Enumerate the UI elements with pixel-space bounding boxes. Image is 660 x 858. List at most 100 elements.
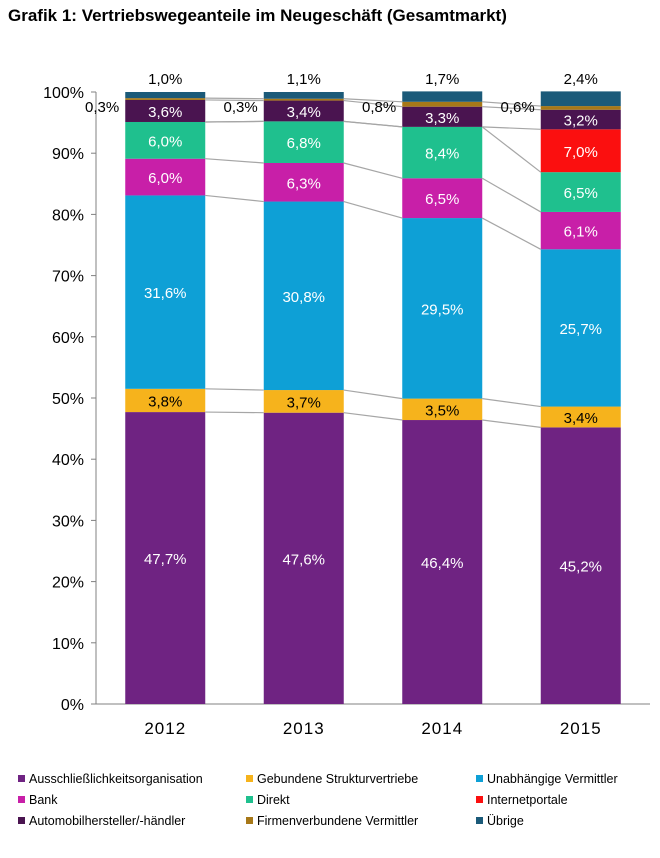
- bar-segment: [125, 98, 206, 100]
- legend-item: Bank: [18, 793, 58, 807]
- legend-label: Internetportale: [487, 793, 568, 807]
- y-tick-label: 30%: [52, 513, 84, 530]
- legend-item: Gebundene Strukturvertriebe: [246, 772, 418, 786]
- data-label: 0,6%: [501, 99, 535, 116]
- data-label: 1,7%: [425, 71, 459, 88]
- bar-segment: [263, 390, 344, 413]
- legend-swatch: [476, 796, 483, 803]
- connector-line: [343, 200, 403, 219]
- bar-segment: [263, 98, 344, 101]
- bar-segment: [402, 91, 483, 102]
- data-label: 0,8%: [362, 99, 396, 116]
- legend-item: Internetportale: [476, 793, 568, 807]
- legend-swatch: [246, 817, 253, 824]
- bar-segment: [263, 100, 344, 122]
- data-label: 6,0%: [148, 170, 182, 187]
- data-label: 8,4%: [425, 146, 459, 163]
- legend-label: Direkt: [257, 793, 290, 807]
- bar-segment: [402, 178, 483, 219]
- connector-line: [343, 99, 403, 108]
- bar-segment: [402, 420, 483, 704]
- bar-segment: [125, 92, 206, 99]
- connector-line: [205, 99, 264, 102]
- bar-segment: [540, 172, 621, 212]
- connector-line: [482, 126, 541, 130]
- y-tick-label: 50%: [52, 391, 84, 408]
- bar-segment: [402, 218, 483, 399]
- bar-segment: [125, 121, 206, 159]
- connector-line: [481, 217, 542, 250]
- x-tick-label: 2014: [421, 719, 463, 738]
- data-label: 1,0%: [148, 71, 182, 88]
- bar-segment: [263, 92, 344, 99]
- data-label: 3,4%: [564, 410, 598, 427]
- chart-title: Grafik 1: Vertriebswegeanteile im Neuges…: [8, 6, 507, 25]
- y-tick-label: 40%: [52, 452, 84, 469]
- data-label: 3,2%: [564, 113, 598, 130]
- data-label: 3,8%: [148, 393, 182, 410]
- connector-line: [205, 388, 264, 391]
- bar-segment: [125, 195, 206, 389]
- y-tick-label: 100%: [43, 85, 84, 102]
- bar-segment: [125, 412, 206, 704]
- data-label: 3,6%: [148, 104, 182, 121]
- connector-line: [482, 398, 541, 408]
- data-label: 6,0%: [148, 133, 182, 150]
- legend-item: Firmenverbundene Vermittler: [246, 814, 418, 828]
- bar-segment: [540, 91, 621, 107]
- legend-swatch: [18, 775, 25, 782]
- legend-swatch: [18, 817, 25, 824]
- connector-line: [482, 106, 541, 111]
- data-label: 0,3%: [85, 99, 119, 116]
- legend-label: Unabhängige Vermittler: [487, 772, 618, 786]
- connector-line: [343, 412, 403, 421]
- legend-label: Gebundene Strukturvertriebe: [257, 772, 419, 786]
- x-tick-label: 2013: [283, 719, 325, 738]
- connector-line: [343, 98, 403, 103]
- data-label: 7,0%: [564, 144, 598, 161]
- y-tick-label: 0%: [61, 697, 84, 714]
- y-tick-label: 60%: [52, 330, 84, 347]
- connector-line: [481, 126, 542, 173]
- data-label: 25,7%: [559, 321, 602, 338]
- legend-label: Automobilhersteller/-händler: [29, 814, 186, 828]
- data-label: 29,5%: [421, 301, 464, 318]
- connector-line: [481, 177, 542, 213]
- connector-line: [205, 120, 264, 123]
- connector-line: [205, 158, 264, 164]
- data-label: 45,2%: [559, 559, 602, 576]
- legend-label: Übrige: [487, 814, 524, 828]
- legend-label: Firmenverbundene Vermittler: [257, 814, 419, 828]
- bar-segment: [125, 158, 206, 196]
- bar-segment: [402, 398, 483, 421]
- y-tick-label: 10%: [52, 636, 84, 653]
- legend-item: Direkt: [246, 793, 290, 807]
- bar-segment: [402, 106, 483, 127]
- bar-segment: [402, 101, 483, 107]
- bar-segment: [263, 162, 344, 202]
- data-label: 46,4%: [421, 555, 464, 572]
- bar-segment: [263, 201, 344, 391]
- bar-segment: [402, 126, 483, 179]
- bar-segment: [540, 249, 621, 407]
- bar-segment: [540, 106, 621, 110]
- legend-item: Ausschließlichkeitsorganisation: [18, 772, 203, 786]
- data-label: 3,7%: [287, 394, 321, 411]
- data-label: 0,3%: [224, 99, 258, 116]
- bar-segment: [540, 406, 621, 428]
- bar-segment: [125, 388, 206, 413]
- x-tick-label: 2015: [560, 719, 602, 738]
- y-tick-label: 70%: [52, 269, 84, 286]
- data-label: 2,4%: [564, 71, 598, 88]
- connector-line: [482, 419, 541, 428]
- data-label: 6,5%: [564, 185, 598, 202]
- data-label: 6,5%: [425, 191, 459, 208]
- data-label: 30,8%: [282, 289, 325, 306]
- data-label: 6,1%: [564, 224, 598, 241]
- legend-swatch: [246, 775, 253, 782]
- connector-line: [343, 162, 403, 179]
- stacked-bar-chart: 0% 10% 20% 30% 40% 50% 60% 70% 80% 90% 100% 2012 201…: [43, 71, 650, 738]
- data-label: 3,5%: [425, 402, 459, 419]
- connector-line: [482, 101, 541, 107]
- data-label: 31,6%: [144, 285, 187, 302]
